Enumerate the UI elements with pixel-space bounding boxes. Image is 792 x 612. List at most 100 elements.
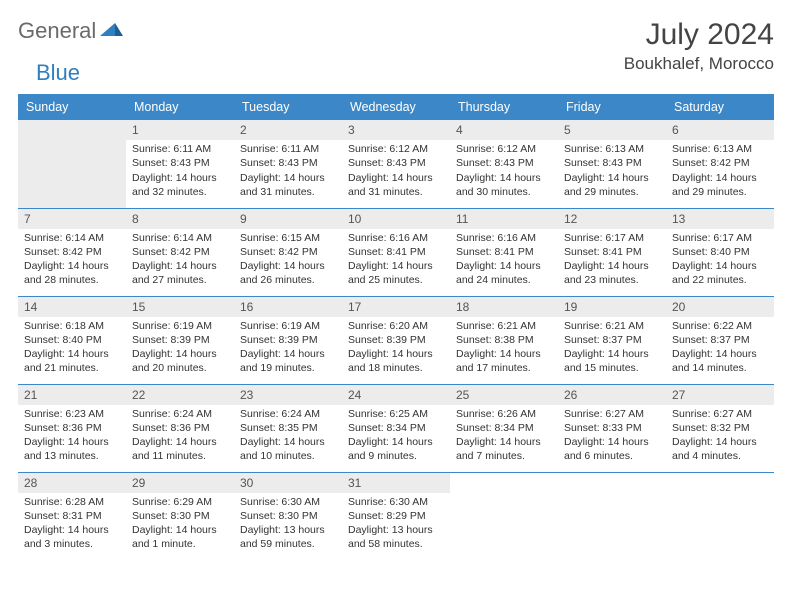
daylight-line: Daylight: 14 hours and 27 minutes. bbox=[132, 259, 228, 287]
cell-details: Sunrise: 6:20 AMSunset: 8:39 PMDaylight:… bbox=[348, 319, 444, 376]
cell-details: Sunrise: 6:25 AMSunset: 8:34 PMDaylight:… bbox=[348, 407, 444, 464]
daylight-line: Daylight: 14 hours and 18 minutes. bbox=[348, 347, 444, 375]
daylight-line: Daylight: 13 hours and 58 minutes. bbox=[348, 523, 444, 551]
sunset-line: Sunset: 8:37 PM bbox=[564, 333, 660, 347]
cell-details: Sunrise: 6:19 AMSunset: 8:39 PMDaylight:… bbox=[132, 319, 228, 376]
cell-details: Sunrise: 6:28 AMSunset: 8:31 PMDaylight:… bbox=[24, 495, 120, 552]
day-number: 19 bbox=[558, 297, 666, 317]
day-number: 22 bbox=[126, 385, 234, 405]
calendar-cell bbox=[18, 120, 126, 208]
calendar-cell: 14Sunrise: 6:18 AMSunset: 8:40 PMDayligh… bbox=[18, 296, 126, 384]
calendar-cell: 3Sunrise: 6:12 AMSunset: 8:43 PMDaylight… bbox=[342, 120, 450, 208]
day-number: 28 bbox=[18, 473, 126, 493]
sunset-line: Sunset: 8:43 PM bbox=[132, 156, 228, 170]
daylight-line: Daylight: 14 hours and 4 minutes. bbox=[672, 435, 768, 463]
calendar-cell: 20Sunrise: 6:22 AMSunset: 8:37 PMDayligh… bbox=[666, 296, 774, 384]
sunrise-line: Sunrise: 6:19 AM bbox=[132, 319, 228, 333]
calendar-cell: 2Sunrise: 6:11 AMSunset: 8:43 PMDaylight… bbox=[234, 120, 342, 208]
day-number: 5 bbox=[558, 120, 666, 140]
day-number: 2 bbox=[234, 120, 342, 140]
cell-details: Sunrise: 6:30 AMSunset: 8:30 PMDaylight:… bbox=[240, 495, 336, 552]
daylight-line: Daylight: 14 hours and 31 minutes. bbox=[240, 171, 336, 199]
sunset-line: Sunset: 8:34 PM bbox=[456, 421, 552, 435]
sunrise-line: Sunrise: 6:11 AM bbox=[132, 142, 228, 156]
day-number: 1 bbox=[126, 120, 234, 140]
daylight-line: Daylight: 14 hours and 7 minutes. bbox=[456, 435, 552, 463]
cell-details: Sunrise: 6:22 AMSunset: 8:37 PMDaylight:… bbox=[672, 319, 768, 376]
cell-details: Sunrise: 6:17 AMSunset: 8:41 PMDaylight:… bbox=[564, 231, 660, 288]
sunrise-line: Sunrise: 6:28 AM bbox=[24, 495, 120, 509]
calendar-cell: 13Sunrise: 6:17 AMSunset: 8:40 PMDayligh… bbox=[666, 208, 774, 296]
daylight-line: Daylight: 14 hours and 21 minutes. bbox=[24, 347, 120, 375]
calendar-cell: 29Sunrise: 6:29 AMSunset: 8:30 PMDayligh… bbox=[126, 472, 234, 560]
sunset-line: Sunset: 8:43 PM bbox=[240, 156, 336, 170]
day-number: 26 bbox=[558, 385, 666, 405]
cell-details: Sunrise: 6:15 AMSunset: 8:42 PMDaylight:… bbox=[240, 231, 336, 288]
calendar-cell: 12Sunrise: 6:17 AMSunset: 8:41 PMDayligh… bbox=[558, 208, 666, 296]
calendar-cell: 15Sunrise: 6:19 AMSunset: 8:39 PMDayligh… bbox=[126, 296, 234, 384]
calendar-cell: 10Sunrise: 6:16 AMSunset: 8:41 PMDayligh… bbox=[342, 208, 450, 296]
sunrise-line: Sunrise: 6:17 AM bbox=[564, 231, 660, 245]
daylight-line: Daylight: 14 hours and 23 minutes. bbox=[564, 259, 660, 287]
sunrise-line: Sunrise: 6:12 AM bbox=[456, 142, 552, 156]
sunset-line: Sunset: 8:31 PM bbox=[24, 509, 120, 523]
sunrise-line: Sunrise: 6:27 AM bbox=[672, 407, 768, 421]
day-number: 20 bbox=[666, 297, 774, 317]
calendar-cell: 9Sunrise: 6:15 AMSunset: 8:42 PMDaylight… bbox=[234, 208, 342, 296]
sunset-line: Sunset: 8:36 PM bbox=[132, 421, 228, 435]
sunrise-line: Sunrise: 6:19 AM bbox=[240, 319, 336, 333]
sunrise-line: Sunrise: 6:17 AM bbox=[672, 231, 768, 245]
sunrise-line: Sunrise: 6:13 AM bbox=[672, 142, 768, 156]
sunrise-line: Sunrise: 6:15 AM bbox=[240, 231, 336, 245]
sunrise-line: Sunrise: 6:14 AM bbox=[24, 231, 120, 245]
logo-triangle-icon bbox=[100, 20, 124, 38]
day-number: 14 bbox=[18, 297, 126, 317]
day-number: 12 bbox=[558, 209, 666, 229]
sunset-line: Sunset: 8:41 PM bbox=[564, 245, 660, 259]
sunset-line: Sunset: 8:32 PM bbox=[672, 421, 768, 435]
sunrise-line: Sunrise: 6:25 AM bbox=[348, 407, 444, 421]
day-number: 8 bbox=[126, 209, 234, 229]
sunset-line: Sunset: 8:30 PM bbox=[240, 509, 336, 523]
calendar-cell: 26Sunrise: 6:27 AMSunset: 8:33 PMDayligh… bbox=[558, 384, 666, 472]
calendar-cell: 17Sunrise: 6:20 AMSunset: 8:39 PMDayligh… bbox=[342, 296, 450, 384]
cell-details: Sunrise: 6:11 AMSunset: 8:43 PMDaylight:… bbox=[132, 142, 228, 199]
calendar-cell: 11Sunrise: 6:16 AMSunset: 8:41 PMDayligh… bbox=[450, 208, 558, 296]
sunrise-line: Sunrise: 6:23 AM bbox=[24, 407, 120, 421]
daylight-line: Daylight: 14 hours and 13 minutes. bbox=[24, 435, 120, 463]
logo-word-blue: Blue bbox=[36, 60, 80, 86]
calendar-cell: 25Sunrise: 6:26 AMSunset: 8:34 PMDayligh… bbox=[450, 384, 558, 472]
day-number: 11 bbox=[450, 209, 558, 229]
calendar-table: SundayMondayTuesdayWednesdayThursdayFrid… bbox=[18, 94, 774, 560]
cell-details: Sunrise: 6:27 AMSunset: 8:33 PMDaylight:… bbox=[564, 407, 660, 464]
cell-details: Sunrise: 6:14 AMSunset: 8:42 PMDaylight:… bbox=[132, 231, 228, 288]
day-header: Wednesday bbox=[342, 94, 450, 120]
calendar-cell: 22Sunrise: 6:24 AMSunset: 8:36 PMDayligh… bbox=[126, 384, 234, 472]
cell-details: Sunrise: 6:26 AMSunset: 8:34 PMDaylight:… bbox=[456, 407, 552, 464]
day-number: 3 bbox=[342, 120, 450, 140]
daylight-line: Daylight: 14 hours and 9 minutes. bbox=[348, 435, 444, 463]
logo-word-general: General bbox=[18, 18, 96, 44]
cell-details: Sunrise: 6:24 AMSunset: 8:36 PMDaylight:… bbox=[132, 407, 228, 464]
sunset-line: Sunset: 8:42 PM bbox=[24, 245, 120, 259]
day-header: Monday bbox=[126, 94, 234, 120]
daylight-line: Daylight: 14 hours and 17 minutes. bbox=[456, 347, 552, 375]
sunrise-line: Sunrise: 6:26 AM bbox=[456, 407, 552, 421]
cell-details: Sunrise: 6:19 AMSunset: 8:39 PMDaylight:… bbox=[240, 319, 336, 376]
cell-details: Sunrise: 6:11 AMSunset: 8:43 PMDaylight:… bbox=[240, 142, 336, 199]
daylight-line: Daylight: 14 hours and 29 minutes. bbox=[672, 171, 768, 199]
calendar-cell: 8Sunrise: 6:14 AMSunset: 8:42 PMDaylight… bbox=[126, 208, 234, 296]
day-number: 29 bbox=[126, 473, 234, 493]
sunrise-line: Sunrise: 6:21 AM bbox=[564, 319, 660, 333]
daylight-line: Daylight: 13 hours and 59 minutes. bbox=[240, 523, 336, 551]
day-number: 24 bbox=[342, 385, 450, 405]
cell-details: Sunrise: 6:18 AMSunset: 8:40 PMDaylight:… bbox=[24, 319, 120, 376]
daylight-line: Daylight: 14 hours and 10 minutes. bbox=[240, 435, 336, 463]
calendar-cell: 16Sunrise: 6:19 AMSunset: 8:39 PMDayligh… bbox=[234, 296, 342, 384]
daylight-line: Daylight: 14 hours and 19 minutes. bbox=[240, 347, 336, 375]
day-number: 7 bbox=[18, 209, 126, 229]
daylight-line: Daylight: 14 hours and 1 minute. bbox=[132, 523, 228, 551]
day-number: 30 bbox=[234, 473, 342, 493]
cell-details: Sunrise: 6:14 AMSunset: 8:42 PMDaylight:… bbox=[24, 231, 120, 288]
cell-details: Sunrise: 6:13 AMSunset: 8:43 PMDaylight:… bbox=[564, 142, 660, 199]
